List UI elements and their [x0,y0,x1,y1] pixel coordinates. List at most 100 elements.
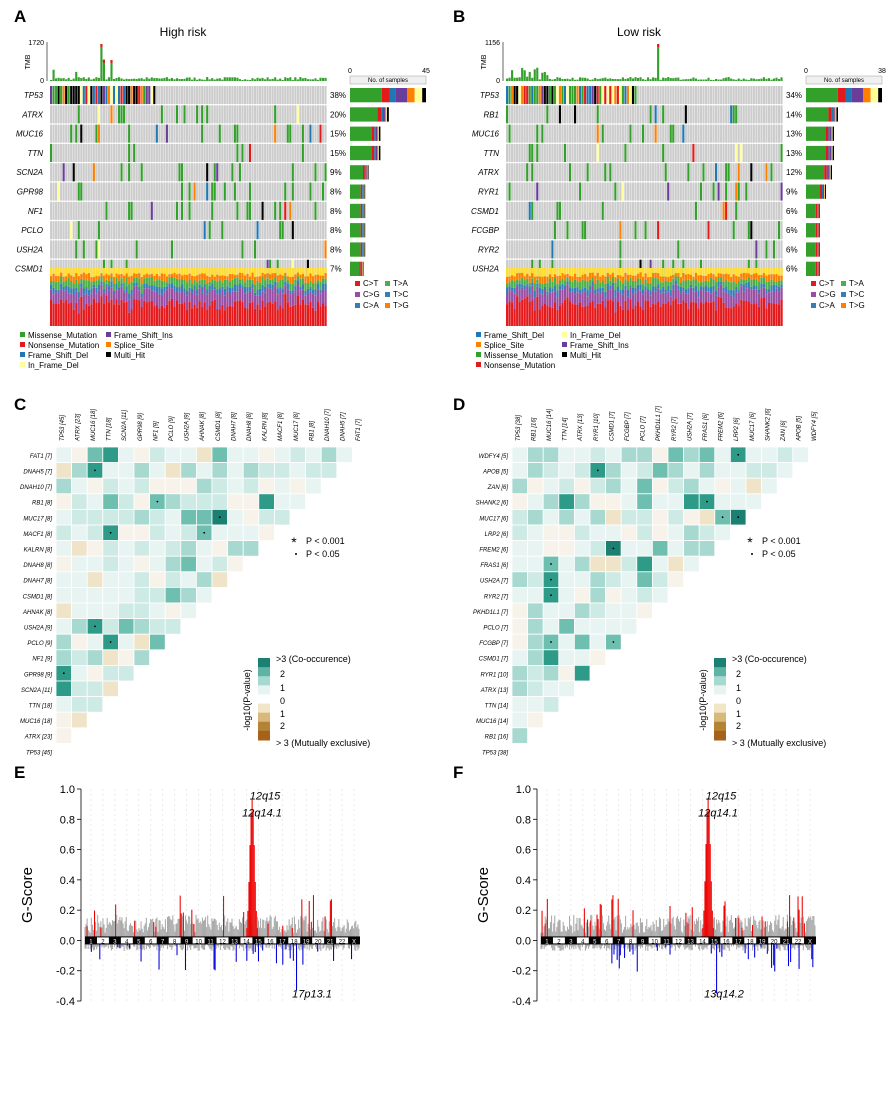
titv-segment [170,268,174,274]
mutation-cell [664,124,667,143]
mutation-cell [631,240,635,259]
side-bar-segment [831,145,833,161]
significance-dot [737,516,740,519]
mutation-cell [707,143,710,162]
titv-segment [649,282,652,291]
side-bar-segment [362,203,364,219]
titv-segment [316,274,320,281]
titv-segment [725,292,728,308]
titv-segment [536,286,539,297]
titv-segment [65,268,68,277]
titv-segment [526,278,529,285]
titv-segment [561,268,564,274]
mutation-cell [241,143,244,162]
side-bar-segment [362,223,363,238]
mutation-cell [117,86,121,105]
mutation-cell [523,86,526,105]
interaction-cell [574,462,591,479]
scale-tick-label: 1 [736,709,741,719]
mutation-cell [611,143,614,162]
titv-segment [180,303,184,326]
tmb-bar-segment [573,79,577,81]
mutation-cell [737,143,740,162]
mutation-cell [732,221,735,240]
mutation-cell [647,105,650,124]
titv-segment [702,287,705,291]
interaction-cell [574,540,591,557]
mutation-cell [745,240,748,259]
titv-segment [662,303,665,326]
side-bar-segment [378,145,381,161]
tmb-bar [654,77,657,81]
titv-segment [682,273,685,281]
interaction-cell [242,540,260,557]
tmb-bar-segment [60,78,63,81]
interaction-cell [605,602,622,620]
mutation-cell [261,182,264,201]
tmb-bar-segment [264,79,267,81]
mutation-cell [206,221,209,240]
mutation-cell [775,105,778,124]
titv-segment [528,293,531,302]
interaction-cell [683,462,700,479]
mutation-cell [745,182,748,201]
side-bar-segment [371,126,375,141]
mutation-cell [284,240,287,259]
titv-segment [732,297,735,307]
titv-segment [271,290,274,304]
titv-segment [558,275,562,281]
mutation-cell [165,182,168,201]
titv-segment [553,285,557,292]
titv-segment [659,276,662,283]
titv-segment [223,279,226,289]
titv-segment [191,308,194,326]
mutation-cell [780,105,783,124]
mutation-cell [221,163,224,182]
mutation-cell [704,240,708,259]
interaction-cell [511,477,529,495]
interaction-cell [605,508,622,526]
side-bar-segment [375,126,378,141]
mutation-cell [183,182,186,201]
interaction-cell [273,462,291,479]
mutation-cell [556,163,559,182]
titv-segment [271,284,274,291]
titv-segment [634,292,637,306]
side-bar-segment [817,203,819,219]
titv-segment [604,276,607,284]
mutation-cell [767,221,771,240]
mutation-cell [243,105,247,124]
side-bar-segment [806,88,838,103]
interaction-cell [636,587,653,604]
mutation-cell [692,240,695,259]
mutation-cell [662,182,665,201]
titv-segment [616,278,620,287]
mutation-cell [765,182,768,201]
tmb-bar-segment [165,77,168,81]
mutation-cell [702,143,705,162]
mutation-cell [702,86,705,105]
mutation-cell [264,105,267,124]
titv-bar [241,268,244,326]
mutation-cell [259,105,262,124]
titv-bar [105,268,108,326]
mutation-cell [324,182,327,201]
tmb-bar [511,70,514,81]
mutation-cell [531,143,534,162]
mutation-cell [259,86,262,105]
significance-dot [612,641,615,643]
mutation-cell [55,124,58,143]
titv-segment [284,272,287,277]
titv-segment [702,303,705,326]
mutation-cell [92,201,95,220]
variant-legend-label: Missense_Mutation [28,331,97,340]
mutation-cell [750,163,753,182]
mutation-cell [221,182,224,201]
titv-bar [772,268,776,326]
mutation-cell [614,240,617,259]
mutation-cell [130,163,133,182]
titv-segment [526,284,529,287]
titv-segment [253,277,257,285]
titv-segment [158,293,161,309]
